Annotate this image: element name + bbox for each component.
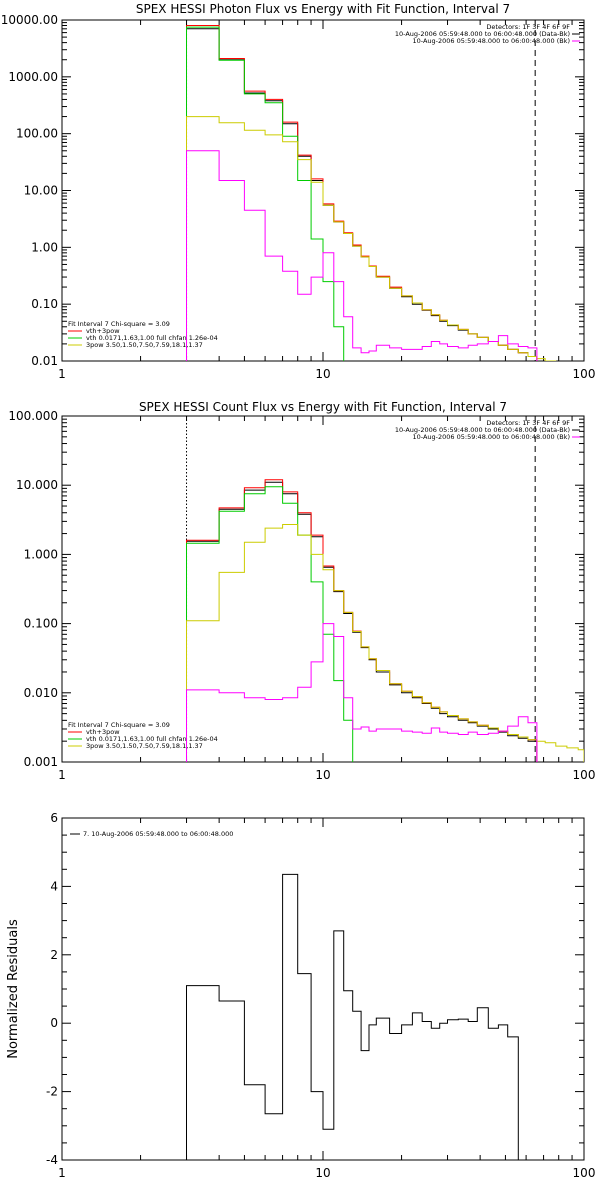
x-tick-label: 100: [573, 367, 596, 381]
series-group: [186, 25, 557, 361]
y-tick-label: 1.000: [24, 547, 58, 561]
series-0-line: [186, 28, 538, 361]
y-tick-label: 2: [50, 948, 58, 962]
legend-top-text: 10-Aug-2006 05:59:48.000 to 06:00:48.000…: [413, 37, 570, 45]
legend-top-text: 10-Aug-2006 05:59:48.000 to 06:00:48.000…: [413, 433, 570, 441]
chart-panel-3: Normalized Residuals 1 10 100 -4 -2 0 2 4 6 7. 10-…: [6, 811, 595, 1180]
y-tick-label: 10.00: [24, 184, 58, 198]
legend-bottom-text: 3pow 3.50,1.50,7.50,7.59,18.1,1.37: [86, 341, 203, 349]
x-tick-label: 100: [573, 1166, 596, 1180]
series-0-line: [186, 481, 538, 762]
x-tick-label: 1: [58, 367, 66, 381]
y-tick-label: 1000.00: [8, 70, 58, 84]
x-tick-label: 1: [58, 768, 66, 782]
legend-top-text: Detectors: 1F 3F 4F 6F 9F: [486, 419, 570, 427]
series-1-line: [186, 479, 538, 762]
legend-bottom-text: Fit Interval 7 Chi-square = 3.09: [68, 721, 170, 729]
series-group: [186, 873, 519, 1160]
y-tick-label: 0.10: [31, 297, 58, 311]
series-2-line: [186, 26, 345, 361]
y-axis-label: Normalized Residuals: [6, 919, 21, 1059]
legend-bottom-text: vth 0.0171,1.63,1.00 full chfan 1.26e-04: [86, 735, 218, 743]
series-3-line: [186, 524, 584, 762]
legend-top-text: Detectors: 1F 3F 4F 6F 9F: [486, 23, 570, 31]
y-tick-label: 6: [50, 811, 58, 825]
y-tick-label: 10.000: [16, 478, 58, 492]
x-tick-label: 1: [58, 1166, 66, 1180]
chart-title: SPEX HESSI Count Flux vs Energy with Fit…: [139, 400, 507, 414]
y-tick-label: 0.100: [24, 617, 58, 631]
y-tick-label: 0: [50, 1016, 58, 1030]
legend-bottom-text: Fit Interval 7 Chi-square = 3.09: [68, 320, 170, 328]
legend-top-text: 10-Aug-2006 05:59:48.000 to 06:00:48.000…: [395, 30, 570, 38]
chart-panel-2: SPEX HESSI Count Flux vs Energy with Fit…: [8, 400, 595, 782]
y-tick-label: 4: [50, 879, 58, 893]
y-tick-label: 100.00: [16, 127, 58, 141]
x-tick-label: 10: [315, 768, 330, 782]
series-4-line: [186, 623, 538, 762]
y-tick-label: -4: [46, 1153, 58, 1167]
series-0-line: [186, 873, 519, 1160]
chart-panel-1: SPEX HESSI Photon Flux vs Energy with Fi…: [1, 2, 596, 381]
y-tick-label: 10000.00: [1, 13, 58, 27]
series-3-line: [186, 116, 557, 361]
chart-title: SPEX HESSI Photon Flux vs Energy with Fi…: [136, 2, 510, 16]
legend-bottom-text: vth+3pow: [86, 327, 120, 335]
x-tick-label: 100: [573, 768, 596, 782]
legend-bottom-text: vth+3pow: [86, 728, 120, 736]
y-tick-label: 100.000: [8, 409, 58, 423]
series-4-line: [186, 150, 538, 361]
legend-bottom-text: 3pow 3.50,1.50,7.50,7.59,18.1,1.37: [86, 742, 203, 750]
y-tick-label: 0.010: [24, 686, 58, 700]
y-tick-label: 1.00: [31, 240, 58, 254]
legend-top-text: 7. 10-Aug-2006 05:59:48.000 to 06:00:48.…: [83, 830, 233, 838]
y-tick-label: 0.001: [24, 755, 58, 769]
series-1-line: [186, 25, 538, 361]
series-2-line: [186, 486, 354, 762]
x-tick-label: 10: [315, 1166, 330, 1180]
y-tick-label: 0.01: [31, 354, 58, 368]
legend-bottom-text: vth 0.0171,1.63,1.00 full chfan 1.26e-04: [86, 334, 218, 342]
legend-top-text: 10-Aug-2006 05:59:48.000 to 06:00:48.000…: [395, 426, 570, 434]
y-tick-label: -2: [46, 1085, 58, 1099]
x-tick-label: 10: [315, 367, 330, 381]
series-group: [186, 479, 584, 762]
